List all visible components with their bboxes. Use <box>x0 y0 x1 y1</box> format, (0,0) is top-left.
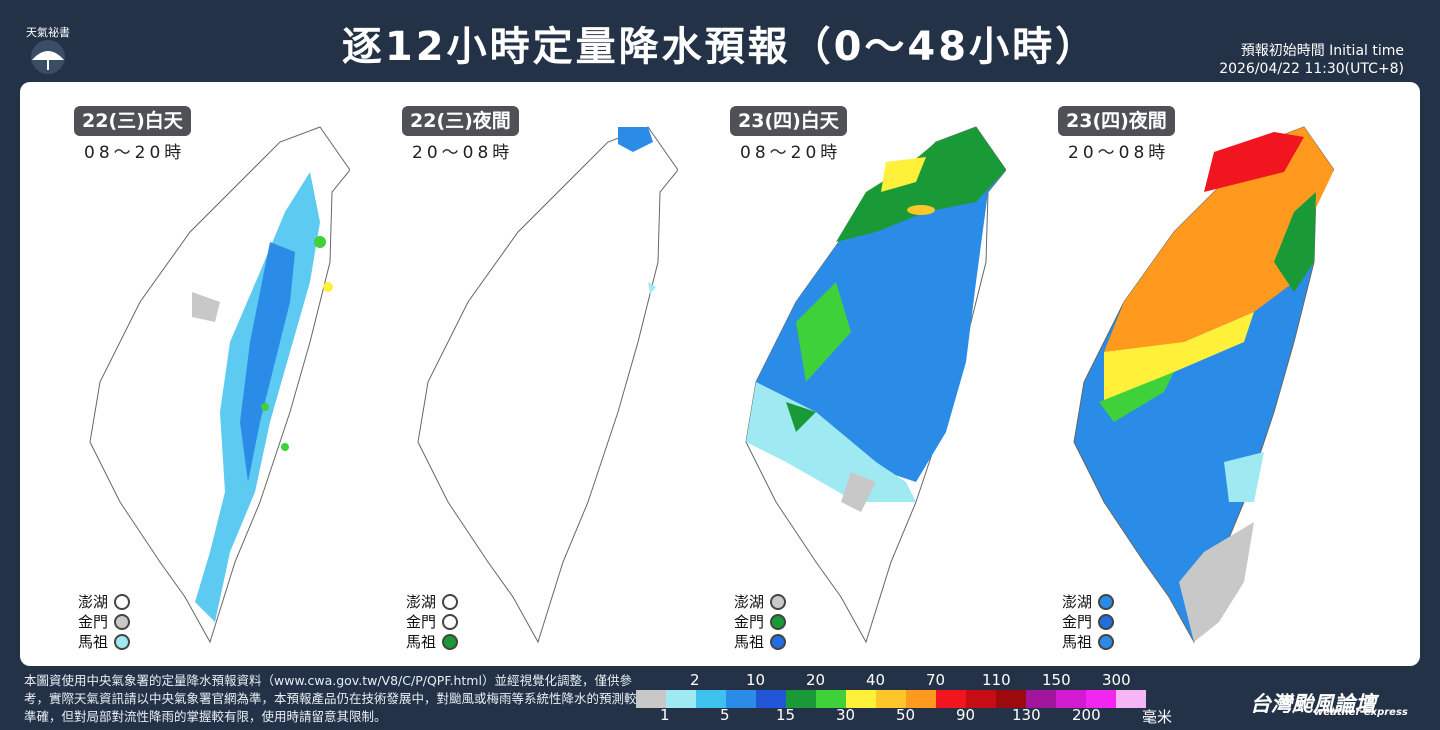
islands-legend: 澎湖 金門 馬祖 <box>734 592 787 652</box>
scale-segment <box>876 690 906 708</box>
matsu-dot <box>442 634 459 650</box>
panel-day-label: 22(三)夜間 <box>402 106 519 136</box>
scale-segment <box>1086 690 1116 708</box>
kinmen-label: 金門 <box>1062 613 1093 631</box>
scale-label-upper: 110 <box>982 671 1011 689</box>
penghu-label: 澎湖 <box>78 593 109 611</box>
logo-text: 天氣祕書 <box>26 26 70 39</box>
panel-day-label: 22(三)白天 <box>74 106 191 136</box>
penghu-dot <box>1098 594 1115 610</box>
map-panel: 22(三)白天 08～20時 澎湖 金門 馬祖 22(三)夜間 20～08時 澎… <box>20 82 1420 666</box>
penghu-label: 澎湖 <box>406 593 437 611</box>
matsu-dot <box>1098 634 1115 650</box>
forecast-panel-1: 22(三)白天 08～20時 澎湖 金門 馬祖 <box>20 82 350 666</box>
scale-segment <box>966 690 996 708</box>
taiwan-map-3 <box>745 126 1006 644</box>
scale-label-lower: 200 <box>1072 706 1101 724</box>
scale-label-upper: 20 <box>806 671 826 689</box>
scale-label-lower: 1 <box>660 706 670 724</box>
islands-legend: 澎湖 金門 馬祖 <box>1062 592 1115 652</box>
penghu-label: 澎湖 <box>734 593 765 611</box>
panel-time-label: 20～08時 <box>412 143 514 163</box>
panel-time-label: 08～20時 <box>84 143 186 163</box>
scale-label-lower: 130 <box>1012 706 1041 724</box>
forecast-panel-4: 23(四)夜間 20～08時 澎湖 金門 馬祖 <box>1004 82 1334 666</box>
scale-label-upper: 150 <box>1042 671 1071 689</box>
scale-segment <box>1056 690 1086 708</box>
penghu-dot <box>114 594 131 610</box>
scale-label-lower: 50 <box>896 706 916 724</box>
penghu-label: 澎湖 <box>1062 593 1093 611</box>
initial-time: 預報初始時間 Initial time 2026/04/22 11:30(UTC… <box>1219 42 1404 78</box>
scale-segment <box>996 690 1026 708</box>
footnote: 本圖資使用中央氣象署的定量降水預報資料（www.cwa.gov.tw/V8/C/… <box>24 673 637 724</box>
scale-label-lower: 90 <box>956 706 976 724</box>
kinmen-dot <box>1098 614 1115 630</box>
islands-legend: 澎湖 金門 馬祖 <box>78 592 131 652</box>
scale-label-lower: 15 <box>776 706 796 724</box>
scale-label-upper: 10 <box>746 671 766 689</box>
kinmen-dot <box>114 614 131 630</box>
scale-segment <box>696 690 726 708</box>
matsu-dot <box>770 634 787 650</box>
penghu-dot <box>770 594 787 610</box>
forecast-panel-3: 23(四)白天 08～20時 澎湖 金門 馬祖 <box>676 82 1006 666</box>
matsu-label: 馬祖 <box>1062 633 1093 651</box>
scale-label-lower: 5 <box>720 706 730 724</box>
penghu-dot <box>442 594 459 610</box>
brand-subtitle: weather express <box>1314 707 1408 718</box>
matsu-label: 馬祖 <box>78 633 109 651</box>
scale-segment <box>726 690 756 708</box>
scale-segment <box>756 690 786 708</box>
taiwan-map-2 <box>417 126 678 644</box>
brand-name: 台灣颱風論壇 <box>1250 692 1376 716</box>
matsu-dot <box>114 634 131 650</box>
matsu-label: 馬祖 <box>406 633 437 651</box>
matsu-label: 馬祖 <box>734 633 765 651</box>
initial-time-label: 預報初始時間 Initial time <box>1240 43 1404 59</box>
kinmen-label: 金門 <box>78 613 109 631</box>
kinmen-label: 金門 <box>406 613 437 631</box>
logo: 天氣祕書 <box>20 24 76 74</box>
panel-day-label: 23(四)白天 <box>730 106 847 136</box>
forecast-panel-2: 22(三)夜間 20～08時 澎湖 金門 馬祖 <box>348 82 678 666</box>
taiwan-map-4 <box>1073 126 1334 644</box>
scale-label-upper: 70 <box>926 671 946 689</box>
panel-day-label: 23(四)夜間 <box>1058 106 1175 136</box>
scale-label-upper: 2 <box>690 671 700 689</box>
kinmen-label: 金門 <box>734 613 765 631</box>
scale-segment <box>906 690 936 708</box>
kinmen-dot <box>442 614 459 630</box>
scale-segment <box>636 690 666 708</box>
scale-segment <box>846 690 876 708</box>
taiwan-map-1 <box>89 126 350 644</box>
kinmen-dot <box>770 614 787 630</box>
panel-time-label: 20～08時 <box>1068 143 1170 163</box>
scale-segment <box>1026 690 1056 708</box>
scale-segment <box>666 690 696 708</box>
scale-segment <box>936 690 966 708</box>
scale-segment <box>816 690 846 708</box>
initial-time-value: 2026/04/22 11:30(UTC+8) <box>1219 61 1404 77</box>
scale-segment <box>786 690 816 708</box>
islands-legend: 澎湖 金門 馬祖 <box>406 592 459 652</box>
page-title: 逐12小時定量降水預報（0～48小時） <box>341 24 1099 70</box>
scale-segment <box>1116 690 1146 708</box>
scale-label-upper: 40 <box>866 671 886 689</box>
panel-time-label: 08～20時 <box>740 143 842 163</box>
color-scale <box>636 690 1146 708</box>
scale-unit: 毫米 <box>1142 708 1173 726</box>
umbrella-icon <box>31 40 65 74</box>
scale-label-lower: 30 <box>836 706 856 724</box>
scale-label-upper: 300 <box>1102 671 1131 689</box>
